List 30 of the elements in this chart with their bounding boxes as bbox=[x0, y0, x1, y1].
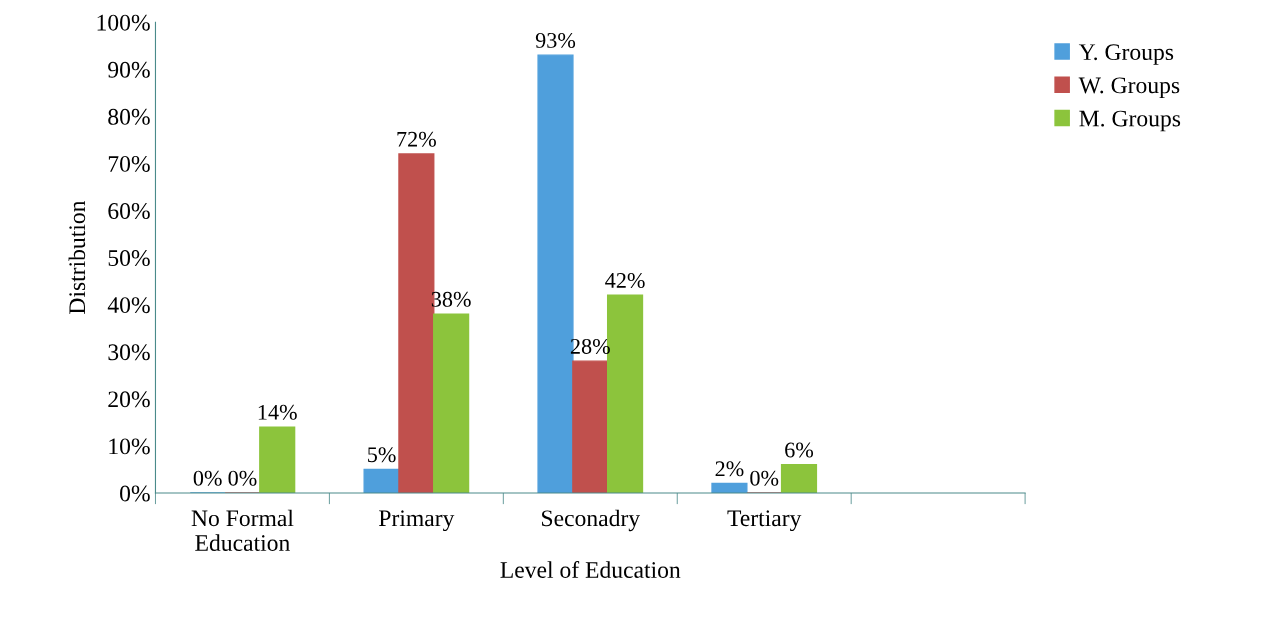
data-label: 0% bbox=[750, 470, 779, 486]
y-tick-label: 50% bbox=[108, 250, 150, 267]
data-label: 5% bbox=[368, 447, 396, 463]
x-tick-label: Seconadry bbox=[542, 509, 641, 532]
y-tick-label: 20% bbox=[108, 391, 150, 408]
y-tick-label: 0% bbox=[120, 485, 150, 502]
data-label: 0% bbox=[193, 470, 222, 486]
x-tick-label: No Formal Education bbox=[191, 509, 294, 551]
data-label: 0% bbox=[228, 470, 257, 486]
y-tick-label: 30% bbox=[108, 344, 150, 361]
data-label: 14% bbox=[258, 404, 297, 420]
y-tick-label: 70% bbox=[108, 155, 150, 172]
data-label: 42% bbox=[605, 272, 645, 289]
legend-label: W. Groups bbox=[1078, 77, 1180, 99]
y-axis-title: Distribution bbox=[68, 200, 86, 314]
data-label: 2% bbox=[715, 461, 744, 477]
y-tick-label: 90% bbox=[108, 61, 150, 78]
y-tick-label: 100% bbox=[97, 14, 150, 31]
x-tick-label: Primary bbox=[379, 510, 455, 532]
x-tick-label: Tertiary bbox=[727, 510, 802, 532]
data-label: 93% bbox=[535, 32, 576, 48]
data-label: 6% bbox=[785, 442, 814, 458]
legend-label: Y. Groups bbox=[1078, 44, 1174, 65]
data-label: 72% bbox=[397, 131, 436, 147]
x-axis-title: Level of Education bbox=[500, 561, 681, 578]
y-tick-label: 10% bbox=[109, 438, 150, 455]
legend-label: M. Groups bbox=[1079, 110, 1181, 132]
y-tick-label: 40% bbox=[107, 297, 150, 314]
y-tick-label: 80% bbox=[108, 108, 150, 125]
y-tick-label: 60% bbox=[108, 203, 150, 220]
